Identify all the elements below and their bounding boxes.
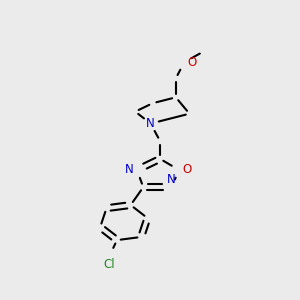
Ellipse shape xyxy=(145,118,156,129)
Text: O: O xyxy=(187,56,196,69)
Text: N: N xyxy=(125,164,134,176)
Text: O: O xyxy=(182,164,191,176)
Ellipse shape xyxy=(131,164,143,176)
Ellipse shape xyxy=(166,182,177,193)
Text: N: N xyxy=(167,172,176,185)
Ellipse shape xyxy=(173,164,185,176)
Ellipse shape xyxy=(102,250,118,261)
Ellipse shape xyxy=(178,56,190,68)
Text: Cl: Cl xyxy=(104,257,116,271)
Text: N: N xyxy=(146,117,155,130)
